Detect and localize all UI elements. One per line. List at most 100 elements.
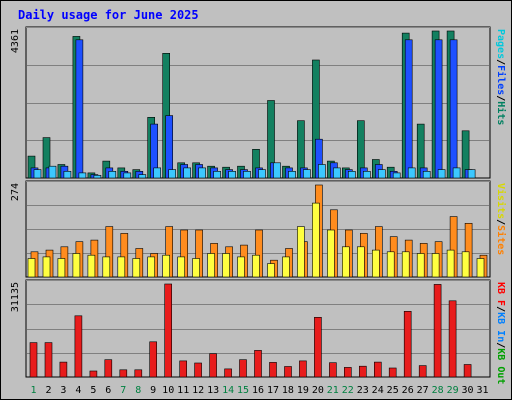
panel-top: 4361 Pages/Files/Hits xyxy=(10,26,507,179)
bar-bottom-kb-f-day-28 xyxy=(433,284,442,378)
bar-middle-visits-day-21 xyxy=(327,229,335,278)
bar-middle-visits-day-11 xyxy=(177,256,185,278)
x-tick-label-9: 9 xyxy=(150,385,156,396)
x-tick-label-10: 10 xyxy=(162,385,174,396)
bar-bottom-kb-f-day-12 xyxy=(194,362,202,378)
x-tick-label-31: 31 xyxy=(476,385,488,396)
bar-bottom-kb-f-day-18 xyxy=(284,366,292,378)
bar-middle-visits-day-8 xyxy=(132,258,141,278)
bar-top-pages-day-12 xyxy=(198,167,206,179)
bar-middle-visits-day-10 xyxy=(162,254,170,278)
bar-top-pages-day-17 xyxy=(273,162,281,179)
x-tick-label-8: 8 xyxy=(135,385,141,396)
bar-top-pages-day-4 xyxy=(78,172,87,179)
bar-top-pages-day-19 xyxy=(303,169,311,179)
x-tick-label-28: 28 xyxy=(432,385,444,396)
bar-bottom-kb-f-day-10 xyxy=(164,283,172,378)
bar-bottom-kb-f-day-11 xyxy=(179,360,187,378)
x-tick-label-30: 30 xyxy=(461,385,473,396)
bar-middle-visits-day-17 xyxy=(267,263,275,278)
panel-middle-max-label: 274 xyxy=(10,183,21,201)
legend-item-top-4: Hits xyxy=(495,101,507,125)
bar-top-files-day-26 xyxy=(404,39,413,179)
panel-bottom-max-label: 31135 xyxy=(10,282,21,312)
bar-middle-visits-day-22 xyxy=(341,246,350,278)
bar-top-pages-day-22 xyxy=(347,171,356,179)
x-tick-label-22: 22 xyxy=(342,385,354,396)
x-tick-label-11: 11 xyxy=(177,385,189,396)
bar-top-pages-day-7 xyxy=(123,172,132,179)
bar-top-files-day-4 xyxy=(75,39,84,179)
bar-top-pages-day-8 xyxy=(138,174,147,179)
bar-middle-visits-day-29 xyxy=(446,249,455,278)
legend-item-middle-2: Sites xyxy=(495,225,507,255)
panel-top-max-label: 4361 xyxy=(10,29,21,53)
bar-bottom-kb-f-day-15 xyxy=(239,359,247,378)
bar-bottom-kb-f-day-24 xyxy=(373,361,382,378)
bar-middle-visits-day-28 xyxy=(431,253,440,278)
bar-top-pages-day-28 xyxy=(437,169,446,179)
bar-bottom-kb-f-day-6 xyxy=(104,359,113,378)
bar-bottom-kb-f-day-16 xyxy=(254,350,262,378)
bar-top-pages-day-9 xyxy=(153,167,161,179)
x-tick-label-12: 12 xyxy=(192,385,204,396)
bar-top-pages-day-24 xyxy=(377,169,386,179)
bar-top-pages-day-5 xyxy=(93,175,102,179)
bar-middle-visits-day-4 xyxy=(72,253,81,278)
legend-item-bottom-3: / xyxy=(495,342,506,348)
bar-top-pages-day-1 xyxy=(33,169,42,179)
x-tick-label-14: 14 xyxy=(222,385,234,396)
chart-title: Daily usage for June 2025 xyxy=(18,8,199,22)
x-tick-label-6: 6 xyxy=(105,385,111,396)
bar-middle-visits-day-20 xyxy=(312,202,320,278)
x-tick-label-23: 23 xyxy=(357,385,369,396)
x-tick-label-25: 25 xyxy=(387,385,399,396)
bar-top-files-day-10 xyxy=(165,115,173,179)
bar-top-pages-day-6 xyxy=(108,171,117,179)
x-tick-label-1: 1 xyxy=(30,385,36,396)
bar-bottom-kb-f-day-27 xyxy=(418,365,427,378)
bar-middle-visits-day-12 xyxy=(192,258,200,278)
x-tick-label-20: 20 xyxy=(312,385,324,396)
bar-top-pages-day-30 xyxy=(467,169,476,179)
bar-middle-visits-day-18 xyxy=(282,256,290,278)
bar-middle-visits-day-25 xyxy=(386,251,395,278)
bar-bottom-kb-f-day-4 xyxy=(74,315,83,378)
bar-top-pages-day-13 xyxy=(213,171,221,179)
bar-top-pages-day-21 xyxy=(333,167,341,179)
bar-bottom-kb-f-day-17 xyxy=(269,362,277,378)
bar-top-files-day-28 xyxy=(434,39,443,179)
x-tick-label-18: 18 xyxy=(282,385,294,396)
bar-top-pages-day-14 xyxy=(228,171,236,179)
panel-middle-legend: Visits/Sites xyxy=(495,183,507,255)
bar-top-pages-day-2 xyxy=(48,165,57,179)
bar-top-pages-day-3 xyxy=(63,171,72,179)
panel-top-legend: Pages/Files/Hits xyxy=(495,29,507,125)
bar-bottom-kb-f-day-13 xyxy=(209,353,217,378)
bar-middle-visits-day-19 xyxy=(297,226,305,278)
x-tick-label-24: 24 xyxy=(372,385,384,396)
bar-top-pages-day-18 xyxy=(288,171,296,179)
bar-top-pages-day-26 xyxy=(407,167,416,179)
bar-middle-visits-day-14 xyxy=(222,253,230,278)
bar-top-pages-day-25 xyxy=(392,172,401,179)
x-tick-label-2: 2 xyxy=(45,385,51,396)
bar-top-pages-day-10 xyxy=(168,169,176,179)
panel-middle: 274 Visits/Sites xyxy=(10,180,507,278)
bar-middle-visits-day-5 xyxy=(87,254,96,278)
bar-top-files-day-29 xyxy=(449,39,458,179)
bar-bottom-kb-f-day-2 xyxy=(44,342,53,378)
legend-item-middle-1: / xyxy=(495,219,506,225)
bar-middle-visits-day-15 xyxy=(237,256,245,278)
x-tick-label-27: 27 xyxy=(417,385,429,396)
bar-middle-visits-day-27 xyxy=(416,253,425,278)
x-tick-label-29: 29 xyxy=(447,385,459,396)
legend-item-top-3: / xyxy=(495,95,506,101)
legend-item-bottom-1: / xyxy=(495,306,506,312)
bar-bottom-kb-f-day-25 xyxy=(388,367,397,378)
bar-bottom-kb-f-day-30 xyxy=(463,364,472,378)
x-tick-label-15: 15 xyxy=(237,385,249,396)
legend-item-bottom-2: KB In xyxy=(495,312,506,342)
bar-middle-visits-day-6 xyxy=(102,256,111,278)
bar-middle-visits-day-13 xyxy=(207,253,215,278)
